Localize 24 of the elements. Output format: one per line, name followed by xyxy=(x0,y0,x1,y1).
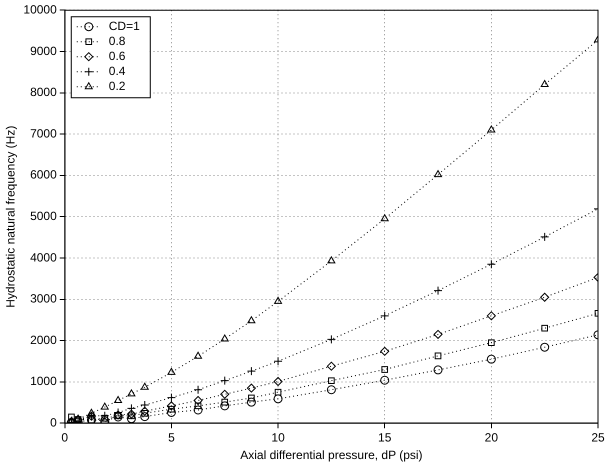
x-tick-label: 5 xyxy=(168,430,176,445)
y-tick-label: 3000 xyxy=(30,292,58,306)
y-tick-label: 2000 xyxy=(30,332,58,347)
y-tick-label: 1000 xyxy=(30,374,58,388)
legend-label: 0.2 xyxy=(108,79,126,94)
x-tick-label: 20 xyxy=(484,430,498,445)
legend-label: 0.8 xyxy=(108,34,126,48)
y-tick-label: 6000 xyxy=(30,168,58,182)
legend-label: 0.6 xyxy=(108,49,126,64)
legend-label: CD=1 xyxy=(108,19,140,34)
x-tick-label: 25 xyxy=(591,430,605,445)
x-tick-label: 10 xyxy=(271,430,286,445)
x-axis-title: Axial differential pressure, dP (psi) xyxy=(240,448,423,462)
x-tick-label: 0 xyxy=(61,430,68,445)
x-tick-label: 15 xyxy=(378,430,392,445)
y-tick-label: 5000 xyxy=(30,209,58,224)
legend-label: 0.4 xyxy=(108,64,126,78)
y-tick-label: 8000 xyxy=(30,85,58,100)
y-tick-label: 4000 xyxy=(30,250,58,264)
y-tick-label: 10000 xyxy=(23,2,58,17)
y-tick-label: 0 xyxy=(50,416,58,430)
y-tick-label: 7000 xyxy=(30,126,58,140)
y-tick-label: 9000 xyxy=(30,44,58,58)
y-axis-title: Hydrostatic natural frequency (Hz) xyxy=(4,126,18,308)
